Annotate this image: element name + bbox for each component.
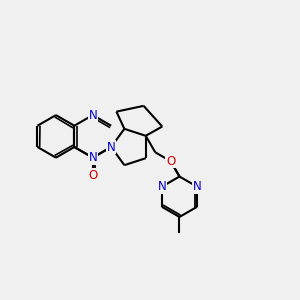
Text: N: N (88, 151, 97, 164)
Text: N: N (88, 109, 97, 122)
Text: N: N (107, 140, 116, 154)
Text: O: O (166, 155, 175, 168)
Text: N: N (193, 180, 201, 193)
Text: N: N (158, 180, 166, 193)
Text: O: O (88, 169, 98, 182)
